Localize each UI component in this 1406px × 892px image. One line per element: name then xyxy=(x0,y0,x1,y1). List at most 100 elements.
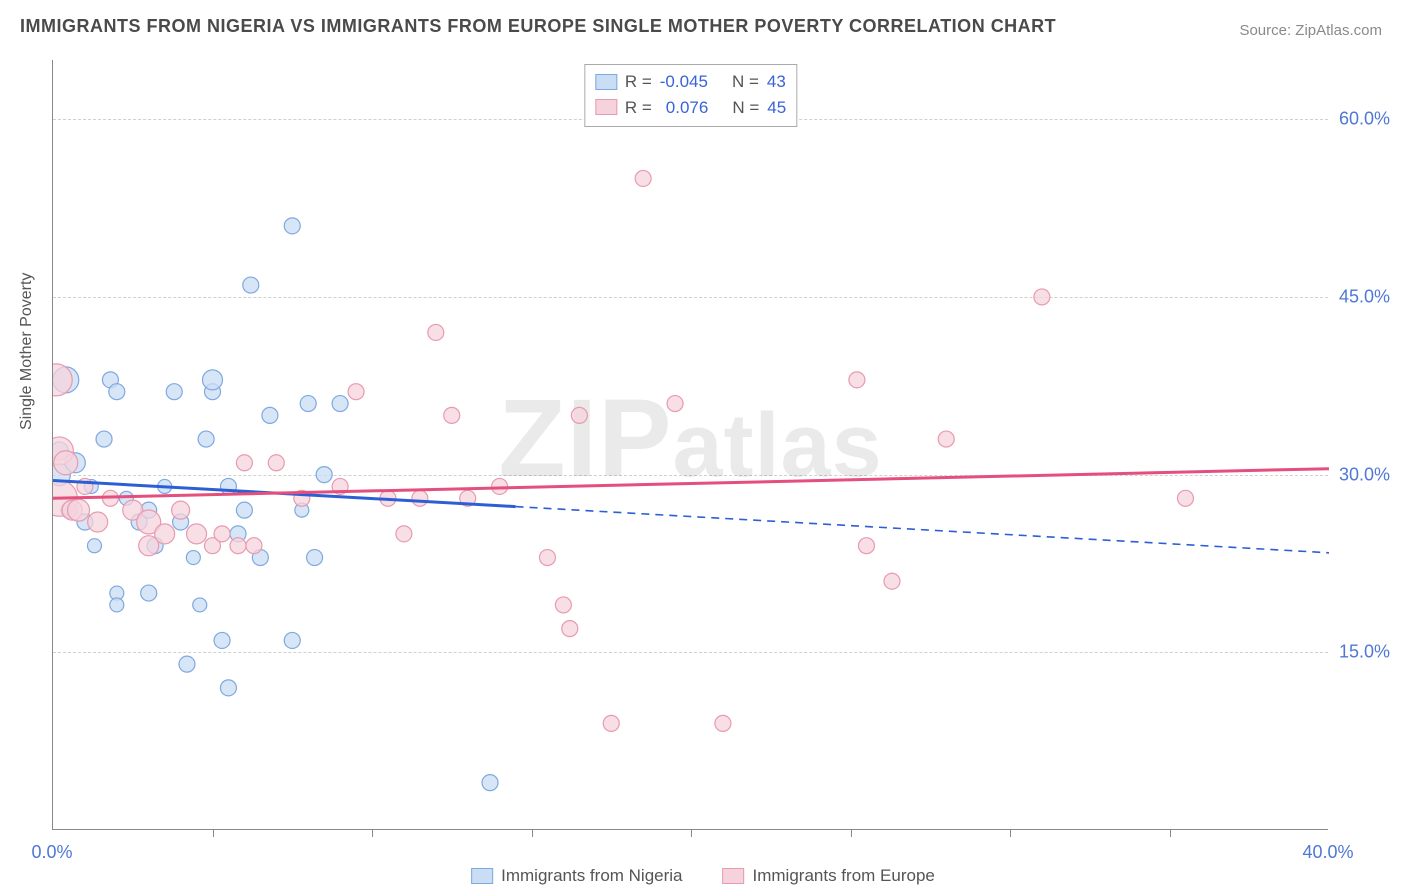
data-point[interactable] xyxy=(412,490,428,506)
swatch-bottom-1 xyxy=(471,868,493,884)
data-point[interactable] xyxy=(428,324,444,340)
data-point[interactable] xyxy=(155,524,175,544)
data-point[interactable] xyxy=(380,490,396,506)
legend-row-series-2: R = 0.076 N = 45 xyxy=(595,95,786,121)
data-point[interactable] xyxy=(300,396,316,412)
data-point[interactable] xyxy=(884,573,900,589)
legend-item-2: Immigrants from Europe xyxy=(723,866,935,886)
data-point[interactable] xyxy=(193,598,207,612)
swatch-series-2 xyxy=(595,99,617,115)
data-point[interactable] xyxy=(938,431,954,447)
legend-item-1: Immigrants from Nigeria xyxy=(471,866,682,886)
x-tick-label: 40.0% xyxy=(1302,842,1353,863)
data-point[interactable] xyxy=(284,632,300,648)
data-point[interactable] xyxy=(316,467,332,483)
r-value-2: 0.076 xyxy=(666,95,709,121)
data-point[interactable] xyxy=(68,499,90,521)
y-tick-label: 45.0% xyxy=(1339,286,1390,307)
data-point[interactable] xyxy=(141,585,157,601)
x-tick xyxy=(372,829,373,837)
y-tick-label: 30.0% xyxy=(1339,464,1390,485)
data-point[interactable] xyxy=(396,526,412,542)
x-tick xyxy=(691,829,692,837)
r-value-1: -0.045 xyxy=(660,69,708,95)
data-point[interactable] xyxy=(332,396,348,412)
data-point[interactable] xyxy=(858,538,874,554)
x-tick xyxy=(532,829,533,837)
data-point[interactable] xyxy=(186,551,200,565)
data-point[interactable] xyxy=(220,478,236,494)
data-point[interactable] xyxy=(715,715,731,731)
data-point[interactable] xyxy=(482,775,498,791)
x-tick xyxy=(1170,829,1171,837)
swatch-series-1 xyxy=(595,74,617,90)
r-label: R = xyxy=(625,69,652,95)
data-point[interactable] xyxy=(102,490,118,506)
legend-row-series-1: R = -0.045 N = 43 xyxy=(595,69,786,95)
data-point[interactable] xyxy=(539,550,555,566)
data-point[interactable] xyxy=(166,384,182,400)
data-point[interactable] xyxy=(214,632,230,648)
n-label: N = xyxy=(732,69,759,95)
data-point[interactable] xyxy=(284,218,300,234)
data-point[interactable] xyxy=(88,512,108,532)
y-tick-label: 15.0% xyxy=(1339,642,1390,663)
x-tick xyxy=(851,829,852,837)
chart-title: IMMIGRANTS FROM NIGERIA VS IMMIGRANTS FR… xyxy=(20,16,1056,37)
data-point[interactable] xyxy=(110,598,124,612)
data-point[interactable] xyxy=(332,478,348,494)
data-point[interactable] xyxy=(294,490,310,506)
data-point[interactable] xyxy=(460,490,476,506)
data-point[interactable] xyxy=(109,384,125,400)
data-point[interactable] xyxy=(179,656,195,672)
data-point[interactable] xyxy=(268,455,284,471)
data-point[interactable] xyxy=(348,384,364,400)
data-point[interactable] xyxy=(262,407,278,423)
data-point[interactable] xyxy=(555,597,571,613)
data-point[interactable] xyxy=(87,539,101,553)
scatter-points-layer xyxy=(53,60,1329,830)
data-point[interactable] xyxy=(158,479,172,493)
data-point[interactable] xyxy=(214,526,230,542)
r-label: R = xyxy=(625,95,652,121)
data-point[interactable] xyxy=(307,550,323,566)
source-attribution: Source: ZipAtlas.com xyxy=(1239,22,1382,39)
data-point[interactable] xyxy=(562,621,578,637)
n-value-2: 45 xyxy=(767,95,786,121)
data-point[interactable] xyxy=(635,170,651,186)
x-tick xyxy=(1010,829,1011,837)
data-point[interactable] xyxy=(96,431,112,447)
series-1-name: Immigrants from Nigeria xyxy=(501,866,682,886)
data-point[interactable] xyxy=(236,455,252,471)
data-point[interactable] xyxy=(77,478,93,494)
data-point[interactable] xyxy=(1034,289,1050,305)
data-point[interactable] xyxy=(571,407,587,423)
data-point[interactable] xyxy=(230,538,246,554)
y-tick-label: 60.0% xyxy=(1339,109,1390,130)
data-point[interactable] xyxy=(172,501,190,519)
legend-correlation-box: R = -0.045 N = 43 R = 0.076 N = 45 xyxy=(584,64,797,127)
swatch-bottom-2 xyxy=(723,868,745,884)
plot-area: ZIPatlas R = -0.045 N = 43 R = 0.076 N =… xyxy=(52,60,1328,830)
data-point[interactable] xyxy=(444,407,460,423)
legend-bottom: Immigrants from Nigeria Immigrants from … xyxy=(471,866,935,886)
data-point[interactable] xyxy=(667,396,683,412)
data-point[interactable] xyxy=(187,524,207,544)
data-point[interactable] xyxy=(54,451,78,475)
data-point[interactable] xyxy=(236,502,252,518)
data-point[interactable] xyxy=(243,277,259,293)
n-value-1: 43 xyxy=(767,69,786,95)
series-2-name: Immigrants from Europe xyxy=(753,866,935,886)
x-tick-label: 0.0% xyxy=(31,842,72,863)
data-point[interactable] xyxy=(220,680,236,696)
x-tick xyxy=(213,829,214,837)
data-point[interactable] xyxy=(492,478,508,494)
n-label: N = xyxy=(732,95,759,121)
data-point[interactable] xyxy=(603,715,619,731)
data-point[interactable] xyxy=(203,370,223,390)
data-point[interactable] xyxy=(198,431,214,447)
data-point[interactable] xyxy=(1177,490,1193,506)
data-point[interactable] xyxy=(246,538,262,554)
y-axis-label: Single Mother Poverty xyxy=(18,273,36,430)
data-point[interactable] xyxy=(849,372,865,388)
